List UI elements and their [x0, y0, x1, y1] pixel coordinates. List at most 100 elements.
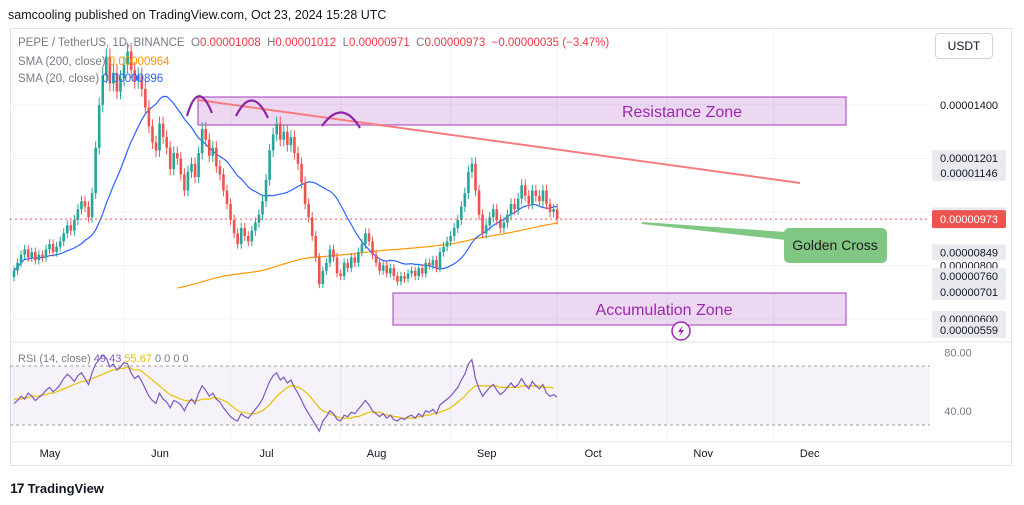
candle-body	[41, 254, 44, 258]
rsi-value: 49.43	[93, 353, 122, 365]
candle-body	[179, 158, 183, 175]
candle-body	[499, 219, 502, 228]
time-tick-label: May	[40, 448, 61, 460]
candle-body	[513, 203, 516, 210]
candle-body	[51, 244, 55, 253]
candle-body	[456, 219, 460, 228]
candle-body	[541, 190, 545, 202]
candle-body	[19, 254, 23, 263]
candle-body	[211, 147, 215, 156]
candle-body	[346, 262, 349, 269]
rsi-line	[13, 354, 558, 433]
candle-body	[534, 190, 538, 196]
candle-body	[239, 227, 243, 245]
price-tag-bg	[932, 244, 1006, 261]
candle-body	[481, 214, 484, 234]
candle-body	[151, 126, 154, 143]
sma200-label: SMA (200, close)	[18, 56, 106, 68]
peak-arc-3	[321, 111, 361, 129]
candle-body	[548, 203, 552, 212]
time-tick-label: Sep	[477, 448, 497, 460]
candle-body	[442, 246, 445, 253]
candle-body	[225, 190, 229, 204]
currency-button[interactable]: USDT	[935, 33, 993, 59]
candle-body	[538, 195, 541, 202]
candle-body	[321, 270, 325, 285]
price-tick-label: 0.00001400	[940, 100, 998, 112]
candle-body	[435, 260, 438, 269]
peak-arc-1	[185, 95, 214, 117]
resistance-trendline	[197, 99, 801, 184]
candle-body	[69, 225, 73, 231]
rsi-tick-label: 40.00	[944, 406, 972, 418]
flash-icon[interactable]	[671, 321, 691, 341]
sma20-value: 0.00000896	[102, 73, 164, 85]
candle-body	[527, 195, 531, 204]
candle-body	[477, 190, 481, 215]
candle-body	[204, 128, 207, 140]
high-value: 0.00001012	[275, 37, 337, 49]
candle-body	[65, 225, 69, 234]
candle-body	[37, 254, 41, 261]
sma200-legend[interactable]: SMA (200, close) 0.00000964	[18, 56, 170, 68]
candle-body	[147, 107, 151, 127]
close-value: 0.00000973	[424, 37, 486, 49]
candle-body	[349, 257, 353, 269]
candle-body	[112, 72, 115, 84]
price-tick-label: 0.00000559	[940, 325, 998, 337]
sma200-value: 0.00000964	[108, 56, 170, 68]
candle-body	[62, 233, 65, 242]
low-value: 0.00000971	[348, 37, 410, 49]
price-tick-label: 0.00001146	[940, 168, 997, 180]
price-tick-label: 0.00000973	[940, 214, 998, 226]
candle-body	[293, 137, 296, 154]
candle-body	[392, 268, 396, 277]
candle-body	[420, 268, 424, 274]
candle-body	[467, 171, 470, 194]
candle-body	[314, 236, 318, 258]
candle-body	[90, 193, 94, 218]
price-tag-bg	[932, 268, 1006, 285]
candle-body	[73, 219, 76, 231]
candle-body	[97, 104, 101, 148]
candle-body	[12, 270, 16, 278]
candle-body	[339, 273, 342, 277]
candle-body	[83, 201, 87, 207]
candle-body	[197, 153, 200, 178]
candle-body	[449, 236, 452, 242]
tradingview-footer[interactable]: 17 TradingView	[10, 480, 104, 496]
rsi-legend[interactable]: RSI (14, close) 49.43 55.67 0 0 0 0	[18, 353, 189, 365]
candle-body	[495, 209, 499, 220]
candle-body	[176, 153, 179, 159]
candle-body	[108, 56, 112, 84]
candle-body	[491, 209, 495, 218]
candle-body	[94, 147, 97, 194]
candle-body	[215, 147, 218, 167]
candle-body	[484, 225, 488, 234]
candle-body	[335, 257, 339, 274]
rsi-tick-label: 80.00	[944, 347, 972, 359]
candle-body	[58, 241, 62, 247]
candle-body	[520, 185, 523, 199]
candle-body	[268, 150, 271, 180]
candle-body	[140, 75, 144, 89]
time-tick-label: Oct	[585, 448, 602, 460]
price-tag-bg	[932, 164, 1006, 181]
candle-body	[44, 249, 48, 258]
candle-body	[509, 203, 513, 215]
candle-body	[516, 198, 520, 210]
candle-body	[417, 268, 420, 277]
rsi-label: RSI (14, close)	[18, 353, 91, 365]
candle-body	[318, 257, 321, 285]
candle-body	[115, 72, 119, 92]
candle-body	[463, 193, 467, 207]
candle-body	[261, 201, 264, 215]
candle-body	[183, 174, 186, 191]
candle-body	[374, 254, 378, 263]
candle-body	[275, 123, 278, 135]
time-tick-label: Dec	[800, 448, 820, 460]
candle-body	[552, 209, 555, 212]
sma20-legend[interactable]: SMA (20, close) 0.00000896	[18, 73, 163, 85]
candle-body	[470, 163, 474, 172]
